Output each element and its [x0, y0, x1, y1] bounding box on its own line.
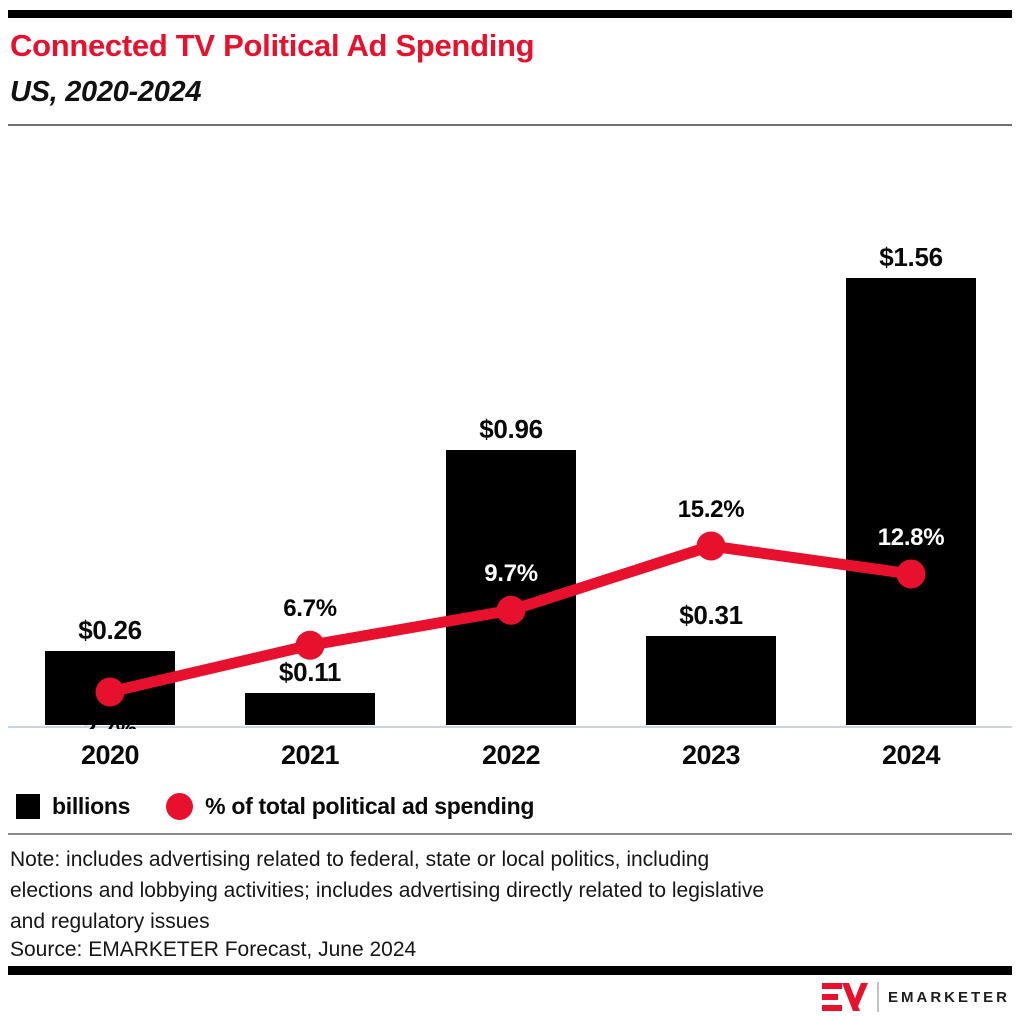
note-line: elections and lobbying activities; inclu…	[10, 879, 765, 902]
legend-divider	[8, 833, 1012, 835]
data-point-marker	[95, 677, 125, 707]
brand-divider-line	[876, 982, 879, 1012]
x-axis-label-2024: 2024	[881, 740, 941, 770]
footer-accent-bar	[8, 966, 1012, 975]
data-point-marker	[295, 630, 325, 660]
bar-2022	[446, 450, 576, 725]
top-accent-bar	[8, 10, 1012, 18]
data-point-marker	[696, 531, 726, 561]
legend-swatch-circle	[166, 792, 194, 820]
bar-value-label: $0.96	[479, 414, 543, 444]
legend-swatch-square	[16, 793, 40, 819]
header-divider	[8, 124, 1012, 126]
x-axis-line	[8, 726, 1012, 728]
brand-name: EMARKETER	[887, 988, 1010, 1006]
bar-value-label: $0.11	[278, 657, 342, 687]
pct-value-label: 2.7%	[25, 716, 195, 729]
pct-value-label: 15.2%	[677, 496, 745, 523]
chart-title: Connected TV Political Ad Spending	[10, 28, 535, 63]
pct-value-label: 9.7%	[484, 560, 538, 588]
pct-value-label: 12.8%	[877, 524, 945, 552]
note-text: Note: includes advertising related to fe…	[10, 844, 950, 937]
legend-label: % of total political ad spending	[205, 792, 535, 819]
brand-lockup: EMARKETER	[821, 981, 1010, 1013]
bar-value-label: $0.31	[679, 600, 743, 630]
pct-value-label: 6.7%	[283, 595, 337, 623]
chart-subtitle: US, 2020-2024	[10, 76, 202, 108]
line-series	[95, 531, 926, 707]
data-point-marker	[496, 595, 526, 625]
note-line: Note: includes advertising related to fe…	[10, 848, 710, 871]
x-axis-label-2022: 2022	[481, 740, 541, 770]
legend-label: billions	[52, 792, 131, 819]
legend-item: billions	[16, 793, 130, 820]
legend: billions % of total political ad spending	[16, 791, 534, 821]
emarketer-logo-icon	[821, 983, 868, 1011]
bar-value-label: $1.56	[879, 242, 943, 272]
bar-value-label: $0.26	[78, 615, 142, 645]
x-axis-label-2021: 2021	[280, 740, 340, 770]
bar-2023	[646, 636, 776, 725]
x-axis-label-2020: 2020	[80, 740, 140, 770]
note-line: and regulatory issues	[10, 910, 210, 933]
legend-item: % of total political ad spending	[166, 792, 535, 820]
x-axis-label-2023: 2023	[681, 740, 741, 770]
plot-area: $0.26 $0.11 $0.96 $0.31 $1.56 2.7% 6.7% 9.7% 15.…	[8, 242, 1012, 729]
data-point-marker	[896, 559, 926, 589]
source-text: Source: EMARKETER Forecast, June 2024	[10, 938, 417, 961]
bar-2024	[846, 278, 976, 725]
bar-2021	[245, 693, 375, 725]
